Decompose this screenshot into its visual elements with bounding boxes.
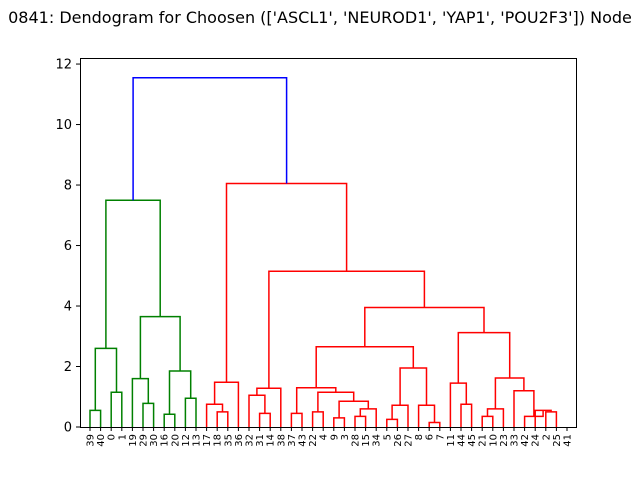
dendrogram-link-b33 (225, 182, 348, 383)
dendrogram-link-a6 (163, 413, 176, 427)
y-tick-label: 10 (55, 118, 72, 133)
dendrogram-link-b18 (417, 404, 436, 427)
dendrogram-link-b11 (359, 408, 377, 427)
y-axis: 0 2 4 6 8 10 12 (55, 58, 80, 436)
dendrogram-links (89, 76, 558, 427)
leaf-label: 17 (202, 434, 213, 447)
leaf-label: 12 (181, 434, 192, 447)
dendrogram-link-b17 (428, 421, 441, 427)
leaf-label: 22 (308, 434, 319, 447)
leaf-label: 36 (234, 434, 245, 447)
dendrogram-link-a1 (89, 409, 102, 427)
dendrogram-link-a3 (94, 347, 118, 411)
leaf-label: 1 (117, 434, 128, 440)
dendrogram-link-b19 (399, 367, 428, 406)
leaf-label: 42 (520, 434, 531, 447)
dendrogram-link-b23 (481, 415, 494, 427)
dendrogram-link-b4 (258, 412, 271, 427)
dendrogram-link-b32 (268, 270, 426, 389)
x-axis: 39 40 0 1 19 29 30 16 20 12 13 17 18 35 36 32 31 14 38 37 43… (86, 427, 574, 447)
leaf-label: 10 (488, 434, 499, 447)
leaf-label: 4 (319, 434, 330, 440)
dendrogram-link-a8 (168, 370, 192, 415)
leaf-label: 6 (425, 434, 436, 440)
dendrogram-link-b8 (311, 411, 324, 427)
leaf-label: 44 (457, 434, 468, 447)
leaf-label: 11 (446, 434, 457, 447)
leaf-label: 23 (499, 434, 510, 447)
dendrogram-link-a7 (184, 397, 197, 427)
leaf-label: 34 (372, 434, 383, 447)
dendrogram-link-b20 (315, 346, 415, 388)
leaf-label: 37 (287, 434, 298, 447)
leaf-label: 18 (213, 434, 224, 447)
leaf-label: 3 (340, 434, 351, 440)
leaf-label: 15 (361, 434, 372, 447)
leaf-label: 31 (255, 434, 266, 447)
leaf-label: 27 (404, 434, 415, 447)
leaf-label: 7 (435, 434, 446, 440)
leaf-label: 35 (223, 434, 234, 447)
dendrogram-link-b9 (333, 417, 346, 427)
leaf-label: 25 (552, 434, 563, 447)
dendrogram-link-b1 (216, 411, 229, 427)
leaf-label: 38 (276, 434, 287, 447)
leaf-label: 14 (266, 434, 277, 447)
leaf-label: 28 (351, 434, 362, 447)
y-tick-label: 12 (55, 58, 72, 73)
leaf-label: 9 (329, 434, 340, 440)
dendrogram-link-b10 (354, 415, 367, 427)
dendrogram-link-b16 (391, 404, 409, 427)
dendrogram-link-b15 (386, 418, 399, 427)
leaf-label: 41 (563, 434, 574, 447)
y-tick-label: 8 (64, 179, 72, 194)
dendrogram-link-a4 (142, 402, 155, 427)
y-tick-label: 6 (64, 239, 72, 254)
leaf-label: 0 (107, 434, 118, 440)
y-tick-label: 2 (64, 360, 72, 375)
leaf-label: 40 (96, 434, 107, 447)
dendrogram-link-a2 (110, 391, 123, 427)
leaf-label: 8 (414, 434, 425, 440)
leaf-label: 2 (541, 434, 552, 440)
leaf-label: 13 (192, 434, 203, 447)
plot-frame (80, 58, 577, 428)
leaf-label: 32 (245, 434, 256, 447)
y-tick-label: 0 (64, 421, 72, 436)
leaf-label: 24 (531, 434, 542, 447)
leaf-label: 21 (478, 434, 489, 447)
leaf-label: 5 (382, 434, 393, 440)
leaf-label: 29 (139, 434, 150, 447)
leaf-label: 26 (393, 434, 404, 447)
dendrogram-link-b5 (248, 394, 266, 427)
leaf-label: 33 (510, 434, 521, 447)
leaf-label: 30 (149, 434, 160, 447)
dendrogram-link-a9 (139, 315, 181, 379)
leaf-label: 43 (298, 434, 309, 447)
dendrogram-link-b24 (486, 408, 505, 427)
leaf-label: 16 (160, 434, 171, 447)
leaf-label: 39 (86, 434, 97, 447)
leaf-label: 19 (128, 434, 139, 447)
dendrogram-link-root (132, 76, 288, 201)
dendrogram-link-b31 (364, 306, 485, 347)
dendrogram-link-b25 (545, 411, 558, 427)
dendrogram-link-b7 (290, 412, 303, 427)
dendrogram-link-b29 (494, 377, 525, 409)
chart-title: 0841: Dendogram for Choosen (['ASCL1', '… (8, 8, 632, 27)
dendrogram-link-b30 (457, 331, 511, 384)
y-tick-label: 4 (64, 300, 72, 315)
dendrogram-link-b6 (256, 387, 282, 427)
leaf-label: 45 (467, 434, 478, 447)
dendrogram-link-a10 (105, 199, 161, 349)
dendrogram-link-b21 (460, 403, 473, 427)
leaf-label: 20 (170, 434, 181, 447)
dendrogram-link-b2 (205, 403, 224, 427)
